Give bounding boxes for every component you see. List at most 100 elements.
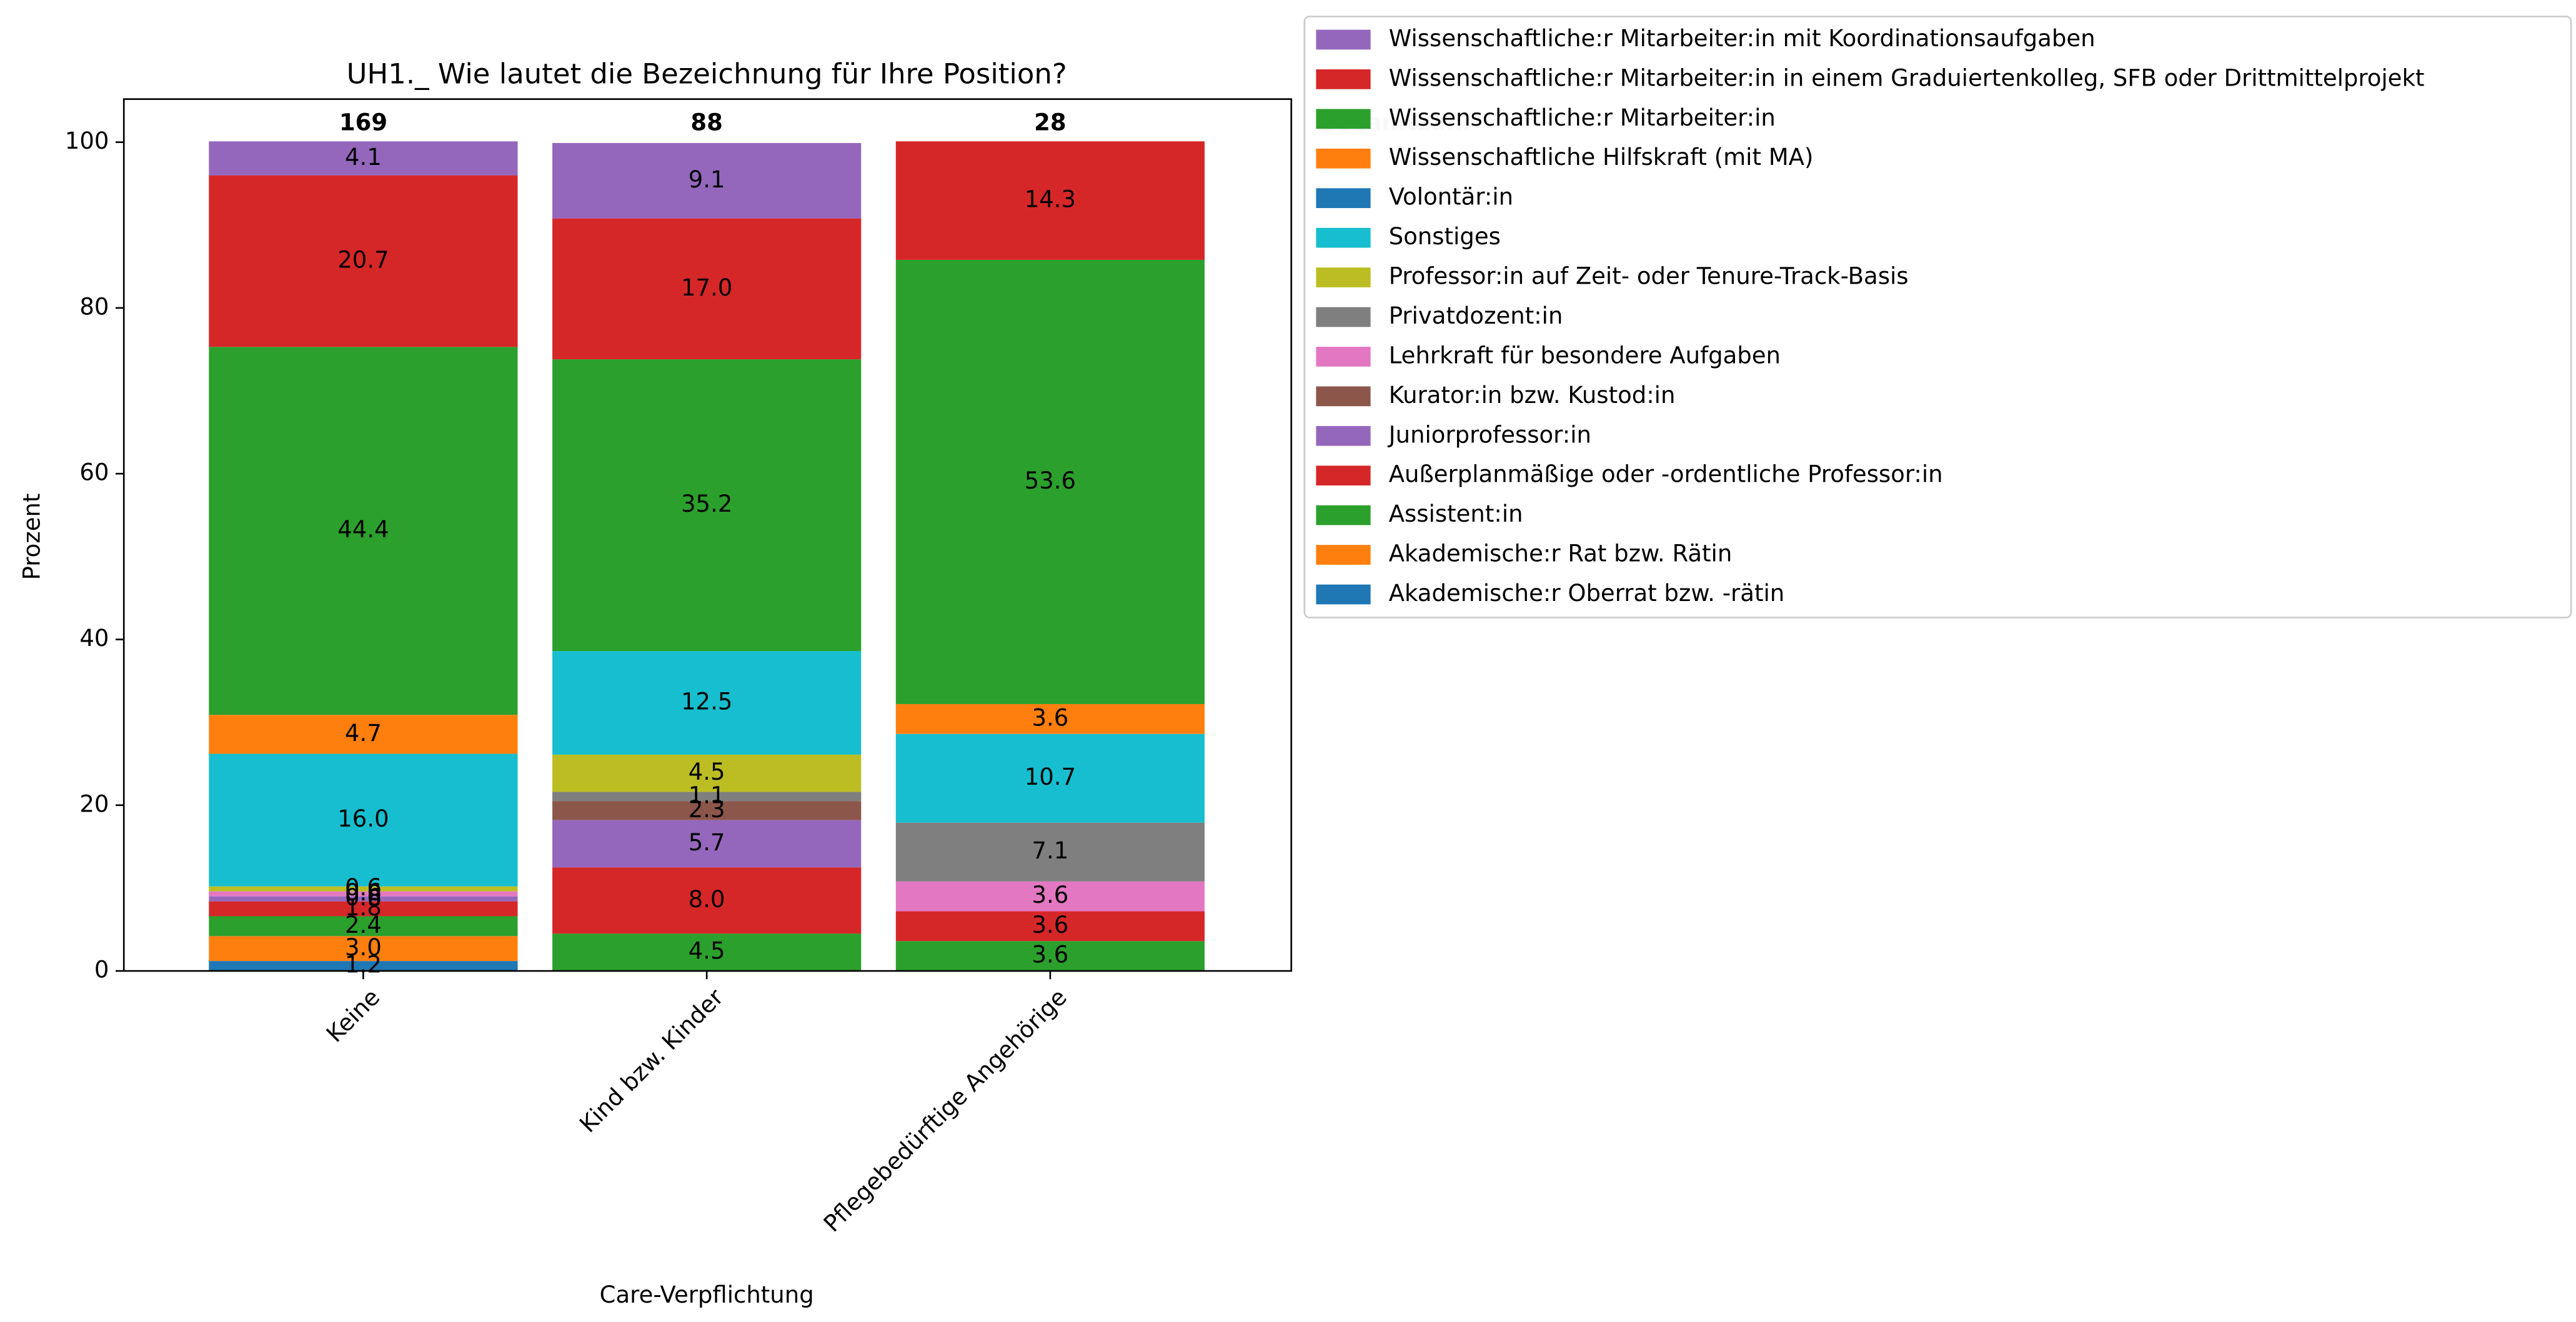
legend-label: Akademische:r Oberrat bzw. -rätin [1389, 580, 1784, 607]
legend-label: Wissenschaftliche:r Mitarbeiter:in mit K… [1389, 25, 2096, 52]
bar-segment [552, 792, 862, 802]
legend-label: Wissenschaftliche Hilfskraft (mit MA) [1389, 144, 1814, 171]
y-tick-label: 80 [79, 293, 109, 320]
bar-segment [552, 218, 862, 360]
legend-swatch [1316, 425, 1371, 446]
legend-label: Sonstiges [1389, 223, 1501, 250]
bar-segment [209, 916, 518, 937]
value-label: 0.6 [345, 879, 382, 906]
y-tick-label: 20 [79, 790, 109, 817]
value-label: 4.5 [689, 758, 725, 785]
bar-segment [209, 901, 518, 917]
total-label: 88 [690, 109, 723, 136]
value-label: 14.3 [1025, 186, 1076, 213]
plot-area [209, 141, 1205, 972]
bar-segment [895, 141, 1205, 260]
value-label: 0.6 [345, 874, 382, 901]
bar-segment [552, 359, 862, 652]
value-label: 3.6 [1032, 942, 1068, 968]
bar-segment [552, 820, 862, 868]
legend-label: Wissenschaftliche:r Mitarbeiter:in [1389, 104, 1776, 131]
value-label: 7.1 [1032, 837, 1068, 864]
legend-label: Kurator:in bzw. Kustod:in [1389, 382, 1676, 409]
legend-swatch [1316, 505, 1371, 525]
chart-title: UH1._ Wie lautet die Bezeichnung für Ihr… [347, 57, 1067, 91]
legend-label: Juniorprofessor:in [1388, 421, 1591, 448]
legend-swatch [1316, 545, 1371, 565]
value-label: 3.6 [1032, 912, 1068, 938]
value-label: 3.6 [1032, 704, 1068, 731]
legend-label: Akademische:r Rat bzw. Rätin [1389, 540, 1733, 567]
x-tick-label: Kind bzw. Kinder [574, 983, 729, 1138]
legend-swatch [1316, 227, 1371, 248]
value-label: 4.1 [345, 144, 382, 171]
bar-segment [209, 936, 518, 962]
value-label: 4.5 [689, 938, 725, 965]
y-tick-label: 0 [94, 957, 109, 983]
bar-segment [895, 881, 1205, 912]
y-tick-label: 100 [65, 127, 109, 154]
legend-swatch [1316, 267, 1371, 287]
total-label: 28 [1034, 109, 1067, 136]
y-tick-label: 60 [79, 459, 109, 486]
value-label: 12.5 [681, 688, 732, 715]
legend-label: Außerplanmäßige oder -ordentliche Profes… [1389, 461, 1943, 488]
bar-segment [552, 867, 862, 934]
value-label: 17.0 [681, 274, 732, 301]
bar-segment [209, 896, 518, 902]
legend-swatch [1316, 465, 1371, 486]
legend-swatch [1316, 29, 1371, 50]
legend-swatch [1316, 109, 1371, 129]
bar-segment [895, 941, 1205, 972]
value-label: 4.7 [345, 720, 382, 747]
value-label: 2.3 [689, 796, 725, 823]
value-label: 0.6 [345, 884, 382, 911]
value-label: 44.4 [337, 516, 389, 543]
legend-label: Lehrkraft für besondere Aufgaben [1389, 342, 1781, 369]
bar-segment [895, 703, 1205, 734]
legend-swatch [1316, 584, 1371, 605]
value-label: 1.8 [345, 894, 382, 921]
y-axis-label: Prozent [18, 494, 45, 580]
legend-swatch [1316, 386, 1371, 407]
value-label: 2.4 [345, 912, 382, 938]
bar-segment [209, 886, 518, 892]
bar-segment [895, 822, 1205, 882]
bar-segment [895, 911, 1205, 942]
bar-segment [552, 754, 862, 792]
bar-segment [209, 347, 518, 715]
value-label: 5.7 [689, 829, 725, 856]
bar-segment [209, 891, 518, 897]
legend-entries: Akademische:r Oberrat bzw. -rätin Akademi… [1316, 25, 2424, 607]
bar-segment [209, 141, 518, 176]
bar-segment [209, 175, 518, 347]
legend-label: Professor:in auf Zeit- oder Tenure-Track… [1389, 263, 1909, 290]
bar-segment [895, 259, 1205, 704]
value-label: 3.0 [345, 934, 382, 961]
y-tick-label: 40 [79, 625, 109, 652]
x-tick-label: Pflegebedürftige Angehörige [818, 983, 1072, 1237]
value-label: 10.7 [1025, 763, 1076, 790]
bar-segment [209, 961, 518, 972]
bar-segment [552, 142, 862, 219]
legend-label: Assistent:in [1389, 500, 1523, 527]
bar-segment [552, 933, 862, 972]
value-label: 9.1 [689, 166, 725, 193]
bar-segment [209, 753, 518, 887]
value-label: 16.0 [337, 805, 389, 832]
value-label: 8.0 [689, 886, 725, 913]
value-label: 3.6 [1032, 882, 1068, 908]
x-tick-label: Keine [321, 983, 385, 1047]
legend [1303, 16, 2572, 619]
legend-label: Volontär:in [1389, 184, 1513, 211]
value-label: 1.1 [689, 782, 725, 808]
legend-swatch [1316, 188, 1371, 209]
total-label: 169 [339, 109, 387, 136]
value-label: 35.2 [681, 490, 732, 517]
value-label: 20.7 [337, 246, 389, 273]
legend-swatch [1316, 307, 1371, 327]
legend-swatch [1316, 347, 1371, 367]
legend-label: Privatdozent:in [1389, 302, 1563, 329]
bar-segment [895, 733, 1205, 823]
